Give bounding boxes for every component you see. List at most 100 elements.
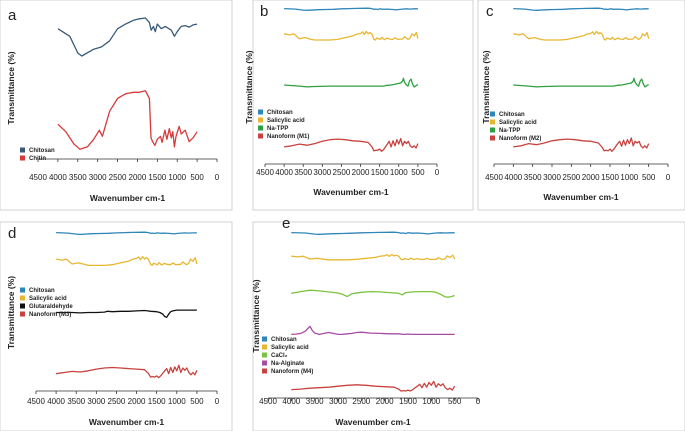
x-tick-label: 2500 [108,397,126,406]
series-line-chitosan [57,17,198,57]
legend-entry: Nanoform (M1) [267,134,309,140]
x-tick-label: 0 [215,173,220,182]
series-line-na-tpp [513,77,650,88]
x-tick-label: 4000 [49,173,67,182]
series-line-salicylic-acid [55,255,198,267]
x-tick-label: 500 [448,397,462,406]
series-line-nanoform-m1- [284,137,419,152]
y-axis-label: Transmittance (%) [6,276,16,349]
x-tick-label: 3500 [294,168,312,177]
x-tick-label: 1000 [422,397,440,406]
x-tick-label: 4000 [275,168,293,177]
series-line-chitin [57,90,198,150]
x-tick-label: 4000 [47,397,65,406]
panel-label: d [8,225,16,242]
panel-label: b [260,3,268,20]
series-line-chitosan [291,231,455,235]
x-tick-label: 2500 [352,397,370,406]
x-axis-label: Wavenumber cm-1 [313,187,389,197]
x-tick-label: 2000 [352,168,370,177]
x-tick-label: 1000 [168,397,186,406]
legend-entry: Chitosan [29,148,55,154]
x-tick-label: 0 [476,397,481,406]
x-tick-label: 3500 [67,397,85,406]
x-tick-label: 3500 [69,173,87,182]
legend-entry: Chitosan [271,337,297,343]
x-tick-label: 500 [190,397,204,406]
legend-entry: Na-TPP [267,126,288,132]
legend: Chitosan Chitin [20,147,55,162]
x-tick-label: 2000 [128,397,146,406]
series-line-salicylic-acid [513,30,650,41]
y-axis-label: Transmittance (%) [6,51,16,124]
legend-entry: Chitosan [29,288,55,294]
legend-swatch [258,133,263,139]
x-tick-label: 2500 [109,173,127,182]
x-tick-label: 2000 [376,397,394,406]
series-line-salicylic-acid [291,253,456,261]
legend-swatch [490,135,495,141]
legend-entry: Glutaraldehyde [29,304,73,310]
panel-label: c [486,3,494,20]
x-tick-label: 3000 [329,397,347,406]
x-tick-label: 4500 [259,397,277,406]
x-tick-label: 4500 [256,168,274,177]
x-tick-label: 0 [435,168,440,177]
x-tick-label: 500 [642,173,656,182]
panel-frame [252,221,685,431]
legend-swatch [262,352,267,358]
x-tick-label: 3000 [89,173,107,182]
x-axis-label: Wavenumber cm-1 [543,192,619,202]
panel-a: a 4500 4000 3500 3000 2500 2000 1500 1000 500 0 Wav… [0,0,233,211]
legend-swatch [258,125,263,131]
series-line-nanoform-m2- [513,137,650,152]
legend-swatch [490,119,495,125]
legend-entry: Na-Alginate [271,361,305,367]
x-tick-label: 1500 [148,173,166,182]
x-axis-label: Wavenumber cm-1 [90,193,166,203]
y-axis-label: Transmittance (%) [244,50,254,123]
legend-entry: Chitosan [499,112,525,118]
x-tick-label: 1000 [390,168,408,177]
panel-frame [0,0,233,211]
x-tick-label: 1500 [601,173,619,182]
legend-swatch [20,303,25,309]
panel-label: a [8,7,17,24]
x-tick-label: 4500 [485,173,503,182]
panel-frame [477,0,685,211]
legend-entry: Nanoform (M2) [499,136,541,142]
series-line-na-alginate [291,325,455,336]
legend-swatch [20,295,25,301]
x-tick-label: 1500 [148,397,166,406]
series-line-chitosan [513,7,649,11]
legend-entry: Na-TPP [499,128,520,134]
x-tick-label: 0 [666,173,671,182]
legend-entry: Nanoform (M3) [29,312,71,318]
series-line-chitosan [56,231,197,236]
series-line-salicylic-acid [283,30,419,41]
x-tick-label: 0 [215,397,220,406]
panel-d: d 4500 4000 3500 3000 2500 2000 1500 1000 500 0 Wav… [0,221,233,431]
legend-entry: CaCl₂ [271,353,288,359]
x-tick-label: 1000 [168,173,186,182]
panel-frame [0,221,233,431]
legend: Chitosan Salicylic acid CaCl₂ Na-Alginate Na… [262,336,313,375]
x-tick-label: 4000 [282,397,300,406]
y-axis-label: Transmittance (%) [481,50,491,123]
x-axis-label: Wavenumber cm-1 [89,417,165,427]
x-axis-label: Wavenumber cm-1 [335,417,411,427]
legend-entry: Salicylic acid [267,118,305,124]
legend-entry: Salicylic acid [271,345,309,351]
legend-entry: Chitin [29,156,46,162]
legend-swatch [490,127,495,133]
x-tick-label: 1500 [371,168,389,177]
x-tick-label: 500 [190,173,204,182]
x-tick-label: 500 [411,168,425,177]
y-axis-label: Transmittance (%) [251,279,261,352]
x-tick-label: 2500 [562,173,580,182]
series-line-glutaraldehyde [56,309,197,318]
legend-swatch [258,117,263,123]
series-line-cacl- [291,289,455,298]
legend-swatch [20,155,25,161]
